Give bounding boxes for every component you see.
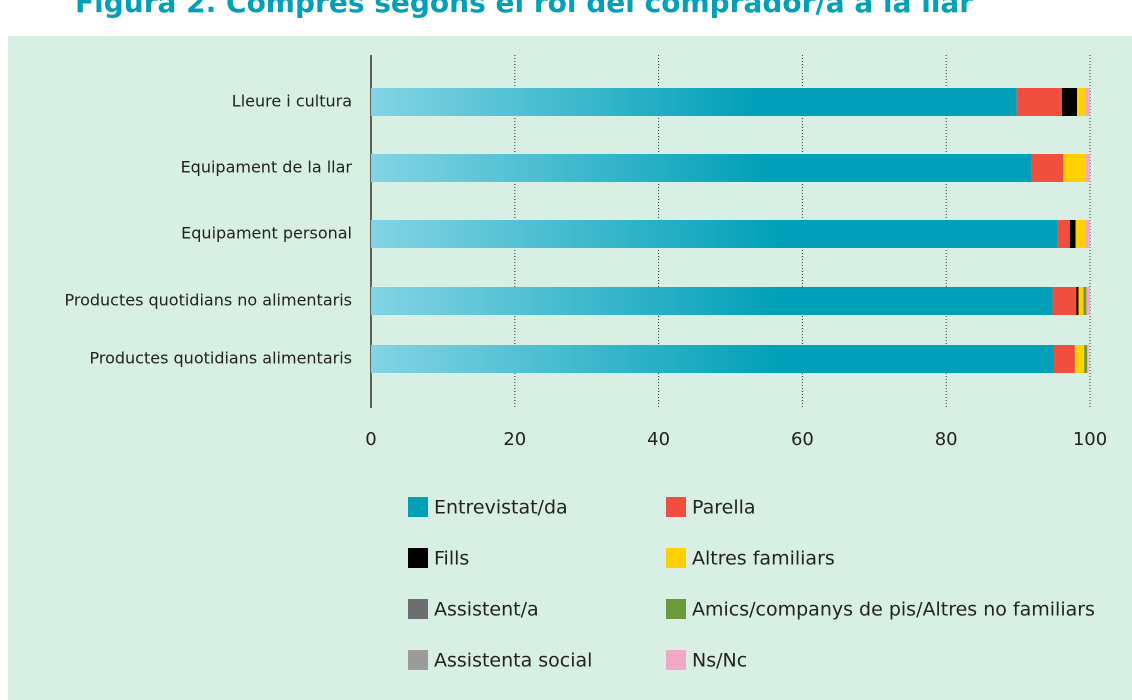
legend-label: Altres familiars (692, 548, 835, 570)
bar-segment (1074, 345, 1085, 373)
bar-segment (1084, 345, 1088, 373)
bar-segment (371, 345, 1055, 373)
legend-label: Ns/Nc (692, 650, 747, 672)
bar-segment (1031, 154, 1064, 182)
legend-swatch (666, 650, 686, 670)
legend-swatch (408, 548, 428, 568)
legend-label: Amics/companys de pis/Altres no familiar… (692, 599, 1095, 621)
bar-segment (1087, 345, 1089, 373)
y-tick-label: Productes quotidians alimentaris (90, 349, 353, 368)
bar-segment (1075, 220, 1085, 248)
x-tick-label: 100 (1073, 429, 1107, 450)
bar-segment (371, 88, 1017, 116)
legend-swatch (666, 497, 686, 517)
bar-segment (1061, 88, 1078, 116)
bar-segment (1085, 154, 1090, 182)
x-tick-label: 0 (365, 429, 376, 450)
y-tick-label: Productes quotidians no alimentaris (64, 291, 352, 310)
legend-label: Assistenta social (434, 650, 592, 672)
bar-segment (1083, 287, 1087, 315)
legend-swatch (408, 599, 428, 619)
bar-segment (371, 154, 1032, 182)
legend-label: Assistent/a (434, 599, 539, 621)
bar-segment (1084, 220, 1090, 248)
bar-segment (1069, 220, 1076, 248)
legend-swatch (666, 548, 686, 568)
x-tick-label: 80 (935, 429, 958, 450)
y-tick-label: Lleure i cultura (232, 92, 352, 111)
bar-segment (1078, 287, 1084, 315)
legend-label: Parella (692, 497, 756, 519)
chart-title: Figura 2. Compres segons el rol del comp… (75, 0, 973, 19)
legend-label: Fills (434, 548, 469, 570)
bar-segment (1057, 220, 1070, 248)
bar-segment (1086, 287, 1090, 315)
y-tick-label: Equipament personal (181, 224, 352, 243)
legend-swatch (408, 497, 428, 517)
x-tick-label: 40 (647, 429, 670, 450)
legend-label: Entrevistat/da (434, 497, 568, 519)
bar-segment (1084, 88, 1090, 116)
bar-segment (1054, 345, 1075, 373)
bar-segment (1016, 88, 1062, 116)
bar-segment (371, 287, 1053, 315)
x-tick-label: 60 (791, 429, 814, 450)
legend-swatch (666, 599, 686, 619)
bar-segment (1077, 88, 1085, 116)
bar-segment (1052, 287, 1077, 315)
x-tick-label: 20 (503, 429, 526, 450)
legend-swatch (408, 650, 428, 670)
bar-segment (1076, 287, 1079, 315)
y-tick-label: Equipament de la llar (181, 158, 353, 177)
bar-segment (371, 220, 1058, 248)
bar-segment (1063, 154, 1086, 182)
